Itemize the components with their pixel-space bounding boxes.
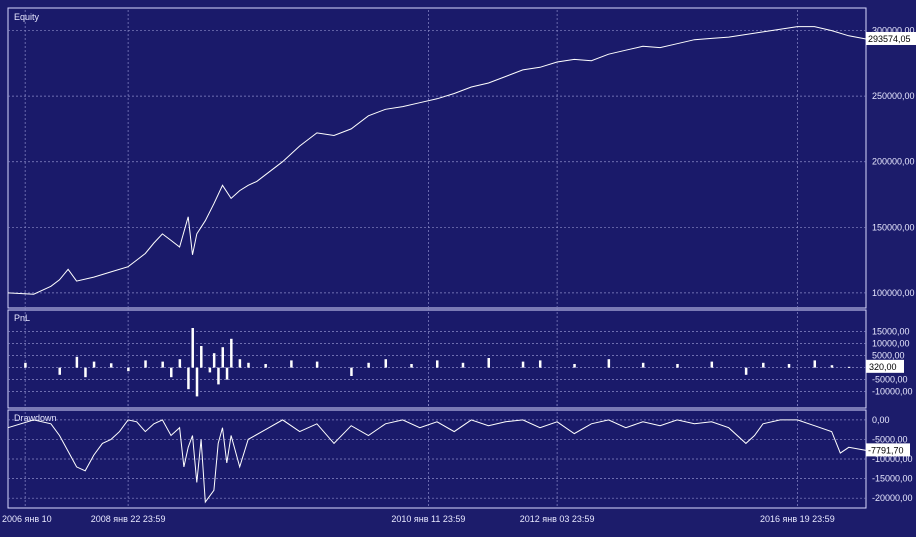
pnl-panel-frame	[7, 309, 867, 409]
equity-title: Equity	[14, 12, 40, 22]
pnl-panel: PnL -10000,00-5000,000,005000,0010000,00…	[7, 308, 913, 409]
dd-y-tick-label: -10000,00	[872, 454, 913, 464]
pnl-bar	[84, 367, 87, 378]
x-tick-label: 2008 янв 22 23:59	[91, 514, 166, 524]
dd-y-tick-label: -15000,00	[872, 474, 913, 484]
drawdown-y-ticks: -20000,00 -15000,00 -10000,00 -5000,00 0,00	[872, 415, 913, 503]
equity-y-tick-label: 150000,00	[872, 222, 915, 232]
dd-y-tick-label: -5000,00	[872, 434, 908, 444]
pnl-bar	[762, 362, 765, 368]
equity-y-tick-label: 100000,00	[872, 288, 915, 298]
pnl-bar	[217, 367, 220, 385]
pnl-bar	[109, 363, 113, 368]
drawdown-title: Drawdown	[14, 413, 57, 423]
equity-last-value-box	[866, 31, 916, 45]
pnl-bar	[290, 360, 293, 368]
dd-y-tick-label: -20000,00	[872, 493, 913, 503]
x-axis: 2006 янв 10 2008 янв 22 23:59 2010 янв 11 …	[2, 514, 835, 524]
pnl-bar	[641, 362, 645, 368]
pnl-bar	[170, 367, 173, 378]
pnl-bar	[787, 364, 791, 368]
pnl-bar	[225, 367, 229, 380]
pnl-y-tick-label: 10000,00	[872, 339, 910, 349]
x-tick-label: 2010 янв 11 23:59	[391, 514, 465, 524]
pnl-bar	[521, 361, 525, 368]
pnl-bar	[710, 361, 714, 368]
equity-panel-frame	[7, 7, 867, 309]
pnl-bar	[24, 362, 27, 368]
drawdown-line	[7, 419, 867, 504]
pnl-bar	[264, 364, 267, 368]
equity-y-tick-label: 250000,00	[872, 91, 915, 101]
equity-y-tick-label: 300000,00	[872, 26, 915, 36]
drawdown-last-value-box	[866, 443, 910, 457]
pnl-last-value-box	[866, 359, 904, 373]
pnl-bar	[830, 365, 834, 368]
pnl-series	[24, 328, 851, 397]
drawdown-grid	[8, 400, 866, 507]
dd-y-tick-label: 0,00	[872, 415, 890, 425]
pnl-bar	[847, 366, 851, 368]
pnl-bar	[607, 359, 611, 368]
pnl-bar	[487, 358, 490, 368]
pnl-bar	[676, 364, 679, 368]
pnl-bar	[75, 356, 79, 368]
pnl-bar	[573, 364, 576, 368]
equity-grid	[8, 10, 866, 307]
pnl-bar	[238, 359, 242, 368]
pnl-y-tick-label: 5000,00	[872, 351, 905, 361]
drawdown-last-value: -7791,70	[868, 445, 904, 455]
pnl-bar	[436, 360, 439, 368]
pnl-bar	[187, 367, 190, 390]
pnl-bar	[384, 359, 388, 368]
drawdown-series	[7, 419, 867, 504]
pnl-bar	[161, 361, 164, 368]
pnl-bar	[208, 367, 212, 373]
pnl-bar	[191, 328, 194, 368]
pnl-y-tick-label: -5000,00	[872, 375, 908, 385]
pnl-bar	[92, 361, 96, 368]
pnl-bar	[744, 367, 748, 375]
pnl-bar	[350, 367, 353, 376]
pnl-bar	[127, 367, 130, 372]
equity-series	[7, 26, 867, 295]
equity-panel: Equity 100000,00 150000,00 200000,00 250000…	[7, 7, 916, 309]
pnl-bar	[200, 346, 203, 368]
pnl-bar	[538, 360, 542, 368]
pnl-bar	[813, 360, 817, 368]
pnl-bar	[58, 367, 61, 375]
equity-y-ticks: 100000,00 150000,00 200000,00 250000,00 3000…	[872, 26, 915, 298]
pnl-bar	[367, 362, 370, 368]
equity-last-value: 293574,05	[868, 34, 911, 44]
pnl-bar	[461, 362, 465, 368]
pnl-y-tick-label: 15000,00	[872, 327, 910, 337]
pnl-bar	[178, 359, 182, 368]
x-tick-label: 2006 янв 10	[2, 514, 52, 524]
pnl-bar	[410, 364, 413, 368]
pnl-last-value-badge: 320,00	[866, 359, 904, 373]
pnl-bar	[212, 353, 216, 368]
pnl-bar	[315, 361, 319, 368]
pnl-bar	[195, 367, 199, 397]
pnl-bar	[144, 360, 147, 368]
x-tick-label: 2016 янв 19 23:59	[760, 514, 835, 524]
drawdown-panel: Drawdown -20000,00 -15000,00 -10000,00 -500…	[7, 400, 913, 509]
equity-last-value-badge: 293574,05	[866, 31, 916, 45]
pnl-bar	[221, 347, 224, 368]
equity-line	[7, 26, 867, 295]
pnl-title: PnL	[14, 313, 30, 323]
equity-y-tick-label: 200000,00	[872, 157, 915, 167]
pnl-bar	[230, 338, 233, 368]
x-tick-label: 2012 янв 03 23:59	[520, 514, 595, 524]
pnl-last-value: 320,00	[869, 362, 897, 372]
pnl-y-tick-label: -10000,00	[872, 387, 913, 397]
pnl-bar	[247, 362, 250, 368]
drawdown-last-value-badge: -7791,70	[866, 443, 910, 457]
